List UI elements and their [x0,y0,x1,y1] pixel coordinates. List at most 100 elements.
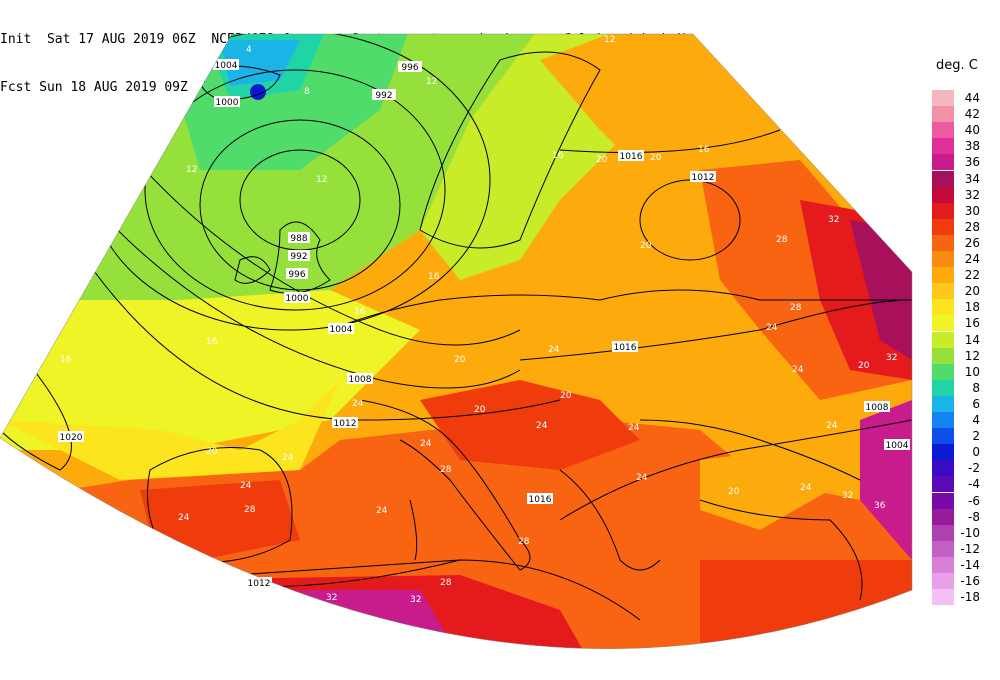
temp-label: 24 [792,365,804,375]
svg-text:1004: 1004 [215,61,238,71]
isobar-label: 992 [372,89,396,101]
temp-label: 32 [842,491,853,501]
legend-label: -2 [968,461,980,476]
legend-label: 32 [964,187,980,202]
legend-label: 6 [972,396,980,411]
legend-entry: 2 [928,428,998,445]
temp-label: 16 [698,145,710,155]
temp-label: 24 [420,439,432,449]
isobar-label: 996 [398,61,422,73]
isobar-label: 1004 [328,323,354,335]
legend-entry: 6 [928,395,998,412]
legend-swatch [932,556,954,573]
temp-label: 8 [304,87,310,97]
legend-label: -18 [960,590,980,605]
temp-label: 24 [628,423,640,433]
temp-label: 20 [640,241,652,251]
legend-swatch [932,122,954,139]
temp-label: 24 [636,473,648,483]
legend-swatch [932,508,954,525]
legend-entry: 16 [928,315,998,332]
coastlines [147,51,912,621]
temp-label: 24 [536,421,548,431]
temp-label: 16 [60,355,72,365]
legend-entry: 24 [928,251,998,267]
temp-label: 28 [790,303,802,313]
svg-text:1008: 1008 [349,375,372,385]
legend-entry: 22 [928,267,998,284]
svg-text:1000: 1000 [216,98,239,108]
legend-entry: 14 [928,331,998,348]
legend-label: -14 [960,557,980,572]
legend-label: -6 [968,493,980,508]
temp-label: 28 [518,537,530,547]
legend-swatch [932,299,954,316]
legend-label: -8 [968,509,980,524]
legend-label: -10 [960,525,980,540]
legend-swatch [932,106,954,123]
legend-entry: -14 [928,556,998,573]
legend-entry: 8 [928,379,998,396]
temp-label: 16 [206,337,218,347]
legend-label: 12 [964,348,980,363]
legend-label: 18 [964,300,980,315]
temp-label: 12 [316,175,327,185]
legend-entry: 40 [928,122,998,139]
legend-entry: -16 [928,573,998,589]
isobar-label: 1008 [864,401,890,413]
temp-label: 24 [178,513,190,523]
temp-label: 20 [474,405,486,415]
svg-text:1016: 1016 [614,343,637,353]
legend-swatch [932,347,954,364]
legend-entry: 28 [928,218,998,235]
legend-swatch [932,395,954,412]
legend-swatch [932,460,954,477]
temperature-labels: 4 8 12 12 12 12 16 16 16 16 16 16 20 20 … [60,35,897,611]
legend-entry: 32 [928,186,998,203]
isobar-label: 1000 [214,96,240,108]
legend-swatch [932,379,954,396]
svg-text:1016: 1016 [529,495,552,505]
isobar-label: 1004 [213,59,239,71]
legend-label: 20 [964,284,980,299]
svg-text:1004: 1004 [330,325,353,335]
temp-label: 20 [560,391,572,401]
legend-label: -12 [960,541,980,556]
legend-label: 30 [964,203,980,218]
temp-label: 24 [282,453,294,463]
legend-swatch [932,331,954,348]
legend-swatch [932,412,954,428]
temp-label: 36 [874,501,886,511]
legend-entry: 4 [928,412,998,428]
legend-swatch [932,476,954,493]
legend-swatch [932,524,954,541]
legend-swatch [932,363,954,380]
legend-swatch [932,218,954,235]
legend-swatch [932,202,954,219]
svg-text:992: 992 [375,91,392,101]
temp-label: 12 [186,165,197,175]
legend-label: 40 [964,123,980,138]
temp-label: 28 [440,465,452,475]
isobar-label: 1008 [347,373,373,385]
legend-swatch [932,90,954,106]
legend-label: -16 [960,574,980,588]
legend-entry: -6 [928,492,998,509]
isobar-label: 1016 [527,493,553,505]
temp-label: 24 [376,506,388,516]
legend-label: 24 [964,252,980,266]
temp-label: 28 [244,505,256,515]
svg-text:1012: 1012 [248,579,271,589]
isobar-labels: 996 992 1004 1000 988 992 996 1000 1004 … [58,59,910,589]
temp-label: 20 [454,355,466,365]
legend-swatch [932,573,954,589]
svg-text:996: 996 [288,270,305,280]
legend-swatch [932,492,954,509]
legend-label: 22 [964,268,980,283]
temp-label: 32 [410,595,421,605]
svg-text:988: 988 [290,234,307,244]
legend-swatch [932,444,954,461]
legend-entry: -8 [928,508,998,525]
temp-label: 28 [440,578,452,588]
